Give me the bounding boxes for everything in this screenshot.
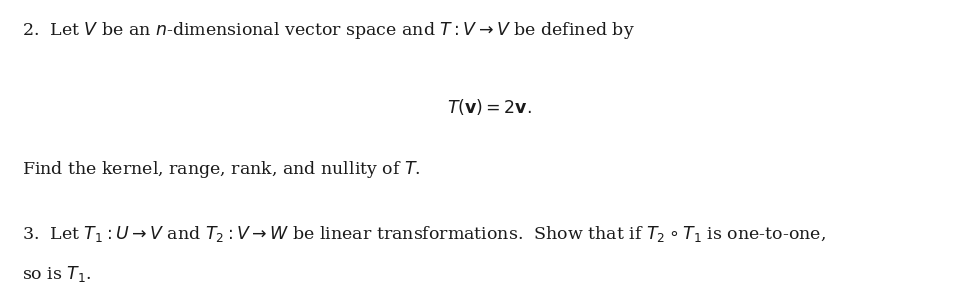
Text: 3.  Let $T_1: U \rightarrow V$ and $T_2: V \rightarrow W$ be linear transformati: 3. Let $T_1: U \rightarrow V$ and $T_2: …	[21, 224, 825, 244]
Text: 2.  Let $V$ be an $n$-dimensional vector space and $T: V \rightarrow V$ be defin: 2. Let $V$ be an $n$-dimensional vector …	[21, 20, 634, 41]
Text: Find the kernel, range, rank, and nullity of $T$.: Find the kernel, range, rank, and nullit…	[21, 159, 420, 180]
Text: so is $T_1$.: so is $T_1$.	[21, 264, 91, 284]
Text: $T(\mathbf{v}) = 2\mathbf{v}.$: $T(\mathbf{v}) = 2\mathbf{v}.$	[446, 97, 531, 116]
